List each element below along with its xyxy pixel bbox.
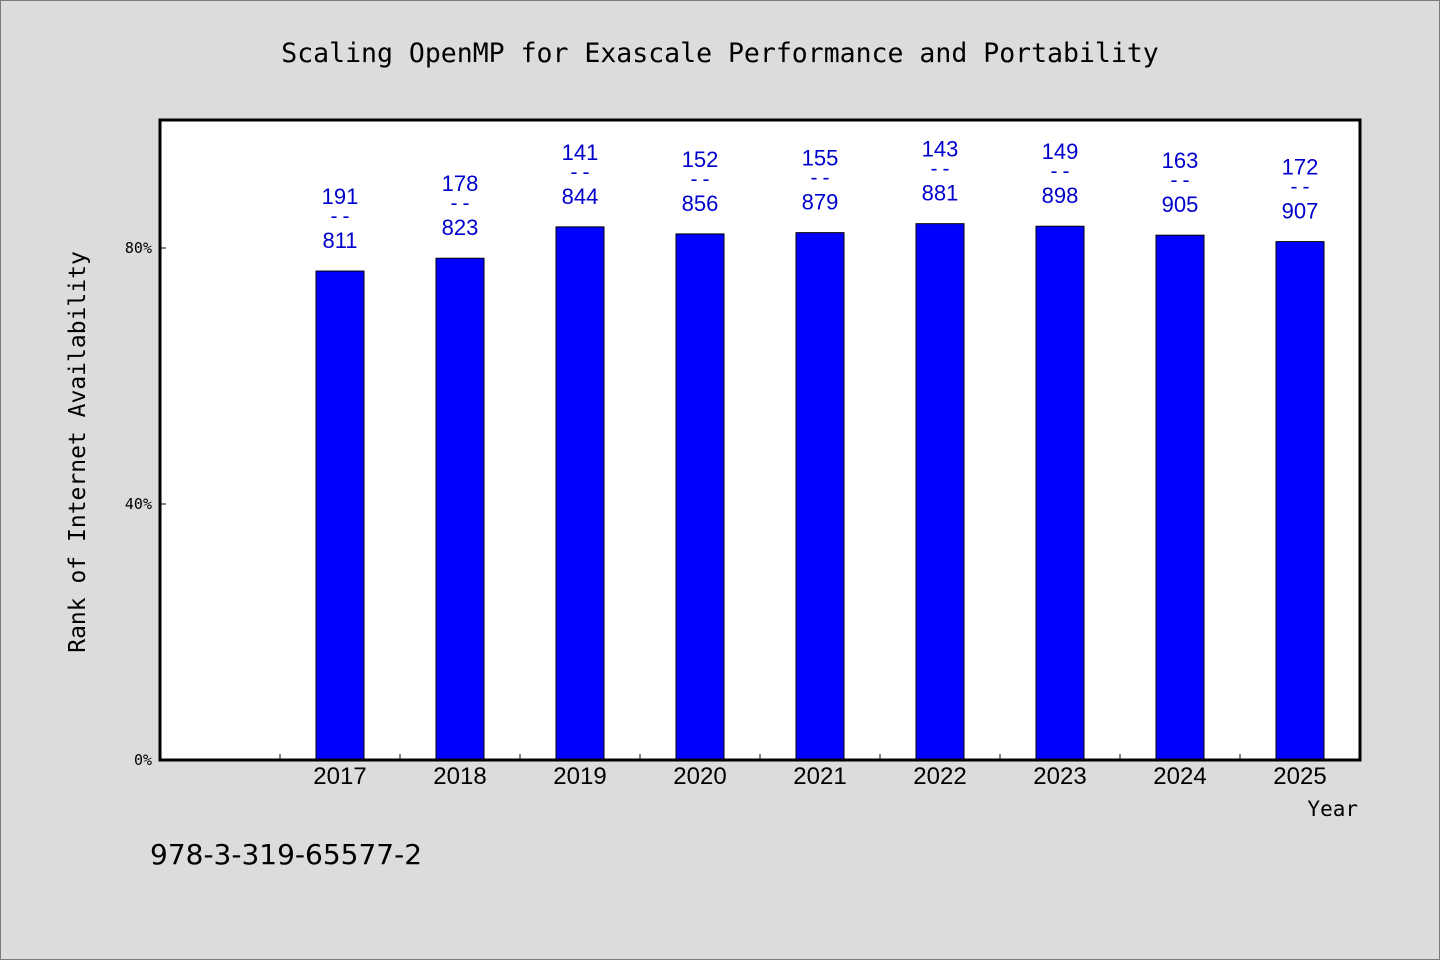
bar-2019 <box>555 226 605 761</box>
x-tick-label-2019: 2019 <box>553 763 606 790</box>
data-label-2018-top: 178 <box>442 171 479 196</box>
data-label-2022-bottom: 881 <box>922 181 959 206</box>
x-tick-label-2024: 2024 <box>1153 763 1206 790</box>
data-label-2022-top: 143 <box>922 137 959 162</box>
chart-title: Scaling OpenMP for Exascale Performance … <box>281 38 1159 69</box>
data-label-2025-top: 172 <box>1282 155 1319 180</box>
data-label-2020-top: 152 <box>682 147 719 172</box>
data-label-2020-bottom: 856 <box>682 191 719 216</box>
data-label-2021-bottom: 879 <box>802 190 839 215</box>
y-tick-label: 0% <box>134 751 152 769</box>
y-axis-ticks: 0% 40% 80% <box>125 239 166 769</box>
x-tick-label-2025: 2025 <box>1273 763 1326 790</box>
x-tick-label-2021: 2021 <box>793 763 846 790</box>
data-label-2019-bottom: 844 <box>562 184 599 209</box>
y-tick-label: 40% <box>125 495 152 513</box>
bar-2018 <box>435 257 485 761</box>
x-tick-label-2023: 2023 <box>1033 763 1086 790</box>
footnote-isbn: 978-3-319-65577-2 <box>150 838 422 871</box>
bar-2025 <box>1275 241 1325 761</box>
bar-2023 <box>1035 225 1085 761</box>
data-label-2023-separator: -- <box>1048 159 1072 183</box>
data-label-2024-bottom: 905 <box>1162 192 1199 217</box>
bar-series <box>315 223 1325 761</box>
data-label-2023-top: 149 <box>1042 139 1079 164</box>
x-tick-label-2018: 2018 <box>433 763 486 790</box>
x-axis-ticks: 2017 2018 2019 2020 2021 2022 2023 2024 2025 <box>279 754 1327 790</box>
data-label-2025-bottom: 907 <box>1282 199 1319 224</box>
data-label-2017-top: 191 <box>322 184 359 209</box>
data-label-2018-separator: -- <box>448 191 472 215</box>
x-tick-label-2020: 2020 <box>673 763 726 790</box>
data-label-2025-separator: -- <box>1288 175 1312 199</box>
data-label-2019-top: 141 <box>562 140 599 165</box>
data-label-2021-separator: -- <box>808 166 832 190</box>
data-label-2024-top: 163 <box>1162 148 1199 173</box>
data-label-2023-bottom: 898 <box>1042 183 1079 208</box>
x-tick-label-2017: 2017 <box>313 763 366 790</box>
data-label-2024-separator: -- <box>1168 168 1192 192</box>
data-labels: 191--811178--823141--844152--856155--879… <box>322 137 1319 253</box>
data-label-2017-bottom: 811 <box>322 228 357 253</box>
data-label-2020-separator: -- <box>688 167 712 191</box>
bar-2022 <box>915 223 965 761</box>
x-axis-label: Year <box>1307 797 1358 821</box>
bar-2017 <box>315 270 365 761</box>
data-label-2017-separator: -- <box>328 204 352 228</box>
data-label-2019-separator: -- <box>568 160 592 184</box>
data-label-2018-bottom: 823 <box>442 215 479 240</box>
bar-2020 <box>675 233 725 761</box>
bar-2024 <box>1155 234 1205 761</box>
plot-frame <box>158 118 1362 762</box>
y-tick-label: 80% <box>125 239 152 257</box>
data-label-2021-top: 155 <box>802 146 839 171</box>
bar-2021 <box>795 232 845 761</box>
x-tick-label-2022: 2022 <box>913 763 966 790</box>
data-label-2022-separator: -- <box>928 157 952 181</box>
y-axis-label: Rank of Internet Availability <box>65 251 91 653</box>
